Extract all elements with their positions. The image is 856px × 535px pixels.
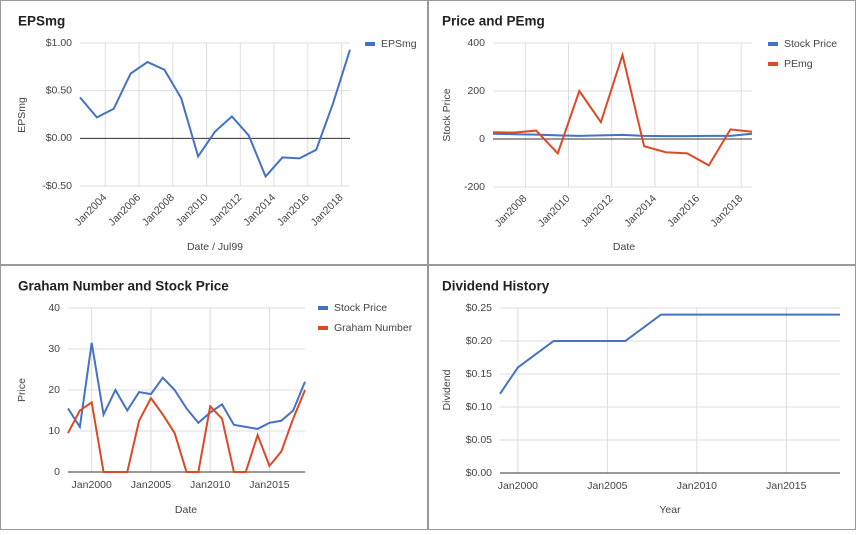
y-tick-label: -200: [464, 181, 485, 193]
legend-label: Stock Price: [334, 302, 387, 314]
legend-label: EPSmg: [381, 38, 417, 50]
y-axis-title: EPSmg: [16, 97, 28, 133]
y-tick-label: 0: [479, 133, 485, 145]
y-tick-label: 0: [54, 466, 60, 478]
y-tick-label: $0.05: [466, 434, 492, 446]
y-axis-title: Price: [16, 378, 28, 402]
line: [67, 389, 306, 473]
y-tick-label: $0.20: [466, 335, 492, 347]
line: [67, 342, 306, 430]
x-tick-label: Jan2015: [766, 480, 806, 492]
y-tick-label: 30: [48, 343, 60, 355]
x-axis-title: Date / Jul99: [187, 241, 243, 253]
chart-title: Price and PEmg: [442, 14, 545, 29]
x-tick-label: Jan2010: [677, 480, 717, 492]
legend-swatch: [318, 306, 328, 310]
legend-label: Graham Number: [334, 322, 413, 334]
y-tick-label: 10: [48, 425, 60, 437]
y-tick-label: $0.25: [466, 302, 492, 314]
x-axis-title: Year: [659, 504, 681, 516]
legend-label: PEmg: [784, 58, 813, 70]
chart-title: Graham Number and Stock Price: [18, 279, 229, 294]
y-tick-label: $0.00: [466, 467, 492, 479]
y-tick-label: $0.15: [466, 368, 492, 380]
x-tick-label: Jan2005: [587, 480, 627, 492]
x-axis-title: Date: [613, 241, 635, 253]
y-tick-label: 400: [467, 37, 485, 49]
panel: [428, 265, 856, 530]
chart-title: EPSmg: [18, 14, 65, 29]
x-axis-title: Date: [175, 504, 197, 516]
line: [79, 49, 351, 179]
y-tick-label: -$0.50: [42, 180, 72, 192]
y-tick-label: $0.00: [46, 132, 72, 144]
y-tick-label: 200: [467, 85, 485, 97]
y-tick-label: 40: [48, 302, 60, 314]
line: [492, 132, 753, 138]
x-tick-label: Jan2000: [498, 480, 538, 492]
x-tick-label: Jan2005: [131, 479, 171, 491]
legend-swatch: [365, 42, 375, 46]
legend-swatch: [768, 62, 778, 66]
y-tick-label: $1.00: [46, 37, 72, 49]
panel: [0, 265, 428, 530]
y-axis-title: Stock Price: [441, 88, 453, 141]
x-tick-label: Jan2000: [72, 479, 112, 491]
legend-swatch: [768, 42, 778, 46]
y-tick-label: 20: [48, 384, 60, 396]
x-tick-label: Jan2010: [190, 479, 230, 491]
chart-title: Dividend History: [442, 279, 550, 294]
line: [492, 51, 753, 167]
y-tick-label: $0.50: [46, 84, 72, 96]
y-tick-label: $0.10: [466, 401, 492, 413]
line: [499, 313, 840, 395]
legend-label: Stock Price: [784, 38, 837, 50]
legend-swatch: [318, 326, 328, 330]
x-tick-label: Jan2015: [249, 479, 289, 491]
y-axis-title: Dividend: [441, 369, 453, 410]
